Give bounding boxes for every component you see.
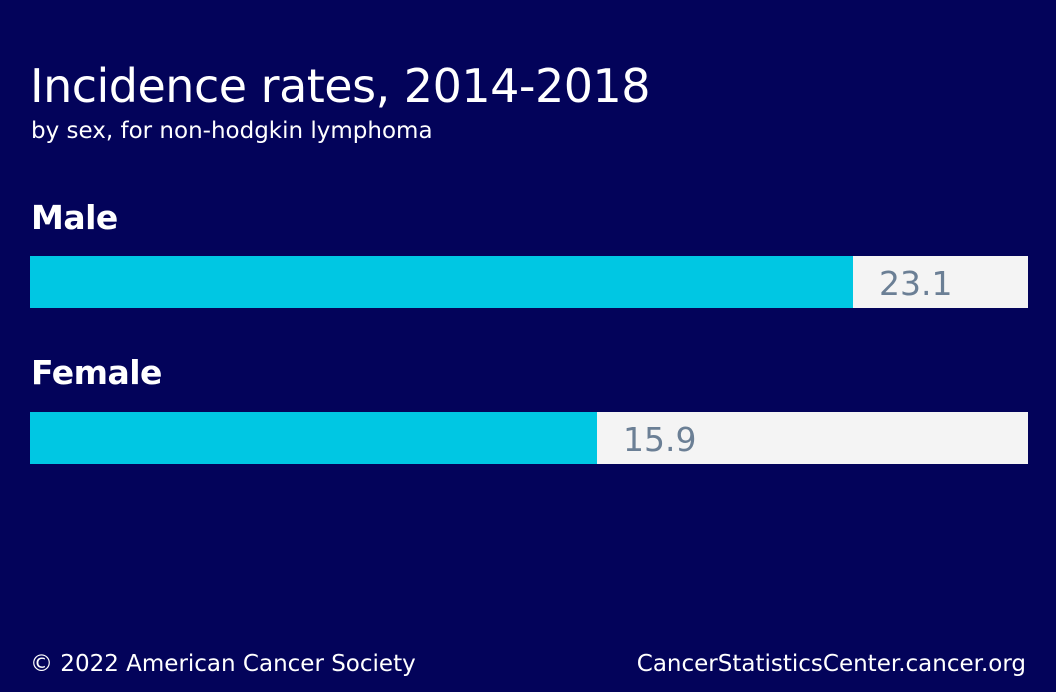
value-label-male: 23.1	[879, 264, 953, 303]
bar-track-female: 15.9	[30, 412, 1028, 464]
bar-female	[30, 412, 597, 464]
chart-subtitle: by sex, for non-hodgkin lymphoma	[31, 118, 433, 144]
value-label-female: 15.9	[623, 420, 697, 459]
bar-male	[30, 256, 853, 308]
category-label-male: Male	[31, 198, 118, 237]
chart-title: Incidence rates, 2014-2018	[30, 59, 651, 113]
category-label-female: Female	[31, 353, 162, 392]
bar-track-male: 23.1	[30, 256, 1028, 308]
copyright-text: © 2022 American Cancer Society	[30, 651, 416, 677]
source-link[interactable]: CancerStatisticsCenter.cancer.org	[636, 651, 1026, 677]
